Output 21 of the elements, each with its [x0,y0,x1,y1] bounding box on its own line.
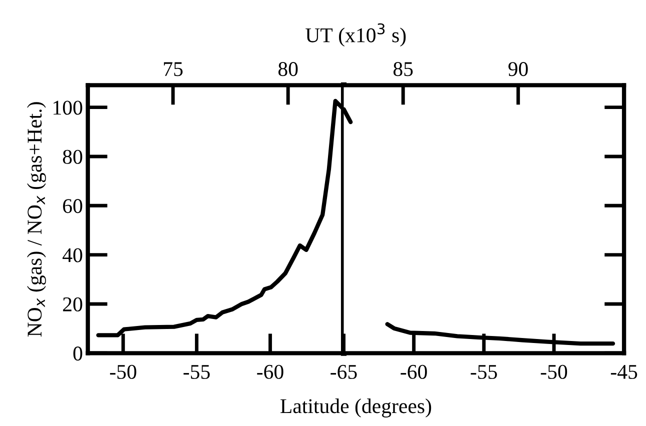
x2-tick-label: 80 [278,62,298,76]
y-tick-label: 80 [62,150,82,164]
x-tick-label: -55 [470,365,497,379]
x-axis-title: Latitude (degrees) [280,398,432,418]
y-tick-label: 40 [62,248,82,262]
x2-tick-label: 75 [164,62,183,76]
x-tick-label: -60 [400,364,427,379]
x2-axis-title: UT (x10$^{3}$ s) [306,23,406,47]
y-tick-label: 60 [63,199,82,214]
x-tick-label: -50 [110,364,136,379]
x2-tick-label: 90 [508,62,528,76]
x-tick-label: -45 [610,365,638,379]
y-tick-label: 100 [54,100,82,115]
x-tick-label: -60 [257,364,284,379]
x-tick-label: -55 [184,365,210,379]
x-tick-label: -65 [330,364,357,379]
x2-tick-label: 85 [394,62,413,76]
y-tick-label: 20 [63,297,82,312]
y-tick-label: 0 [73,346,82,361]
x-tick-label: -50 [540,364,568,379]
y-axis-title: NO$_{x}$ (gas) / NO$_{x}$ (gas+Het.) [27,102,46,337]
